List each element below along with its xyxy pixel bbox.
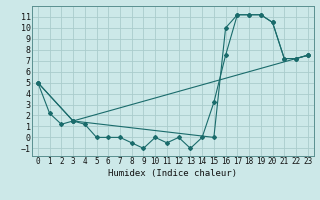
X-axis label: Humidex (Indice chaleur): Humidex (Indice chaleur): [108, 169, 237, 178]
